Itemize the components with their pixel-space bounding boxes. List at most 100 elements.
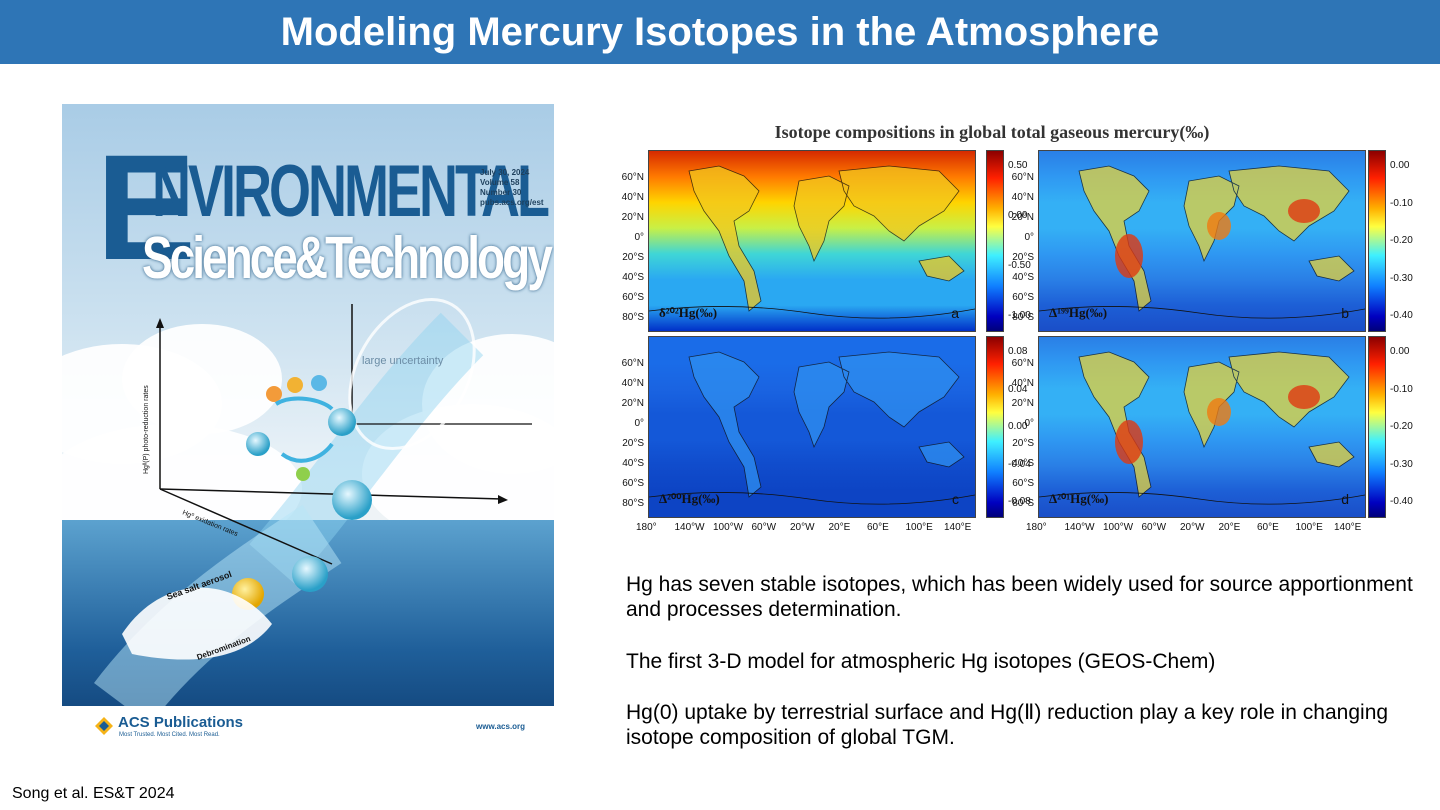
- lat-tick: 20°S: [1012, 252, 1034, 263]
- lat-tick: 40°S: [1012, 458, 1034, 469]
- colorbar-tick: 0.00: [1390, 346, 1410, 357]
- lat-tick: 60°N: [1011, 172, 1034, 183]
- lon-tick: 140°W: [674, 522, 705, 533]
- lat-tick: 60°S: [1012, 478, 1034, 489]
- lat-tick: 40°N: [1011, 192, 1034, 203]
- colorbar-tick: -0.20: [1390, 421, 1413, 432]
- lat-tick: 20°N: [621, 212, 644, 223]
- lat-tick: 20°S: [1012, 438, 1034, 449]
- bullet-3: Hg(0) uptake by terrestrial surface and …: [626, 701, 1389, 749]
- lat-tick: 40°N: [621, 192, 644, 203]
- lon-tick: 20°W: [1180, 522, 1205, 533]
- lon-tick: 180°: [1026, 522, 1047, 533]
- colorbar-tick: 0.00: [1008, 421, 1028, 432]
- lat-tick: 80°S: [622, 498, 644, 509]
- cover-diagram: large uncertainty Hgᴵᴵ(P) photo-reductio…: [94, 297, 532, 706]
- panel-label: δ²⁰²Hg(‰): [659, 305, 718, 320]
- colorbar-tick: -0.40: [1390, 496, 1413, 507]
- x-axis-label: Hg⁰ exidation rates: [181, 508, 239, 538]
- colorbar-tick: 0.00: [1390, 160, 1410, 171]
- panel-label: Δ²⁰¹Hg(‰): [1049, 491, 1109, 506]
- colorbar-d: [1368, 336, 1386, 518]
- lat-tick: 20°N: [621, 398, 644, 409]
- lon-tick: 60°E: [1257, 522, 1279, 533]
- issue-info: July 30, 2024 Volume 58 Number 30 pubs.a…: [480, 168, 544, 208]
- lat-tick: 40°S: [622, 458, 644, 469]
- colorbar-tick: -1.00: [1008, 310, 1031, 321]
- lon-tick: 140°E: [1334, 522, 1362, 533]
- lon-tick: 20°W: [790, 522, 815, 533]
- lat-tick: 60°N: [1011, 358, 1034, 369]
- lat-tick: 80°S: [1012, 312, 1034, 323]
- colorbar-b: [1368, 150, 1386, 332]
- lat-tick: 40°N: [1011, 378, 1034, 389]
- publisher-url: www.acs.org: [476, 722, 526, 731]
- lon-tick: 140°E: [944, 522, 972, 533]
- lat-tick: 80°S: [1012, 498, 1034, 509]
- citation: Song et al. ES&T 2024: [12, 785, 175, 802]
- lon-tick: 100°E: [1295, 522, 1323, 533]
- colorbar-tick: -0.50: [1008, 260, 1031, 271]
- lon-tick: 100°E: [905, 522, 933, 533]
- panel-letter: d: [1341, 491, 1349, 507]
- lon-tick: 60°E: [867, 522, 889, 533]
- colorbar-tick: 0.04: [1008, 383, 1028, 395]
- map-panel-b: Δ¹⁹⁹Hg(‰) b: [1038, 150, 1366, 332]
- bullet-2: The first 3-D model for atmospheric Hg i…: [626, 650, 1216, 673]
- panel-letter: c: [952, 491, 959, 507]
- cover-footer: [62, 706, 554, 748]
- lon-tick: 140°W: [1064, 522, 1095, 533]
- figure-title: Isotope compositions in global total gas…: [774, 122, 1210, 142]
- colorbar-tick: -0.30: [1390, 272, 1413, 284]
- panel-letter: a: [951, 305, 959, 321]
- publisher-name: ACS Publications: [118, 714, 244, 731]
- lat-tick: 0°: [1024, 418, 1034, 429]
- title-bar: Modeling Mercury Isotopes in the Atmosph…: [0, 0, 1440, 64]
- lat-tick: 0°: [634, 418, 644, 429]
- bullet-1: Hg has seven stable isotopes, which has …: [626, 573, 1413, 621]
- isotope-map-figure: Isotope compositions in global total gas…: [612, 116, 1413, 536]
- lon-tick: 60°W: [1141, 522, 1167, 533]
- colorbar-tick: 0.08: [1008, 346, 1028, 357]
- publisher-tagline: Most Trusted. Most Cited. Most Read.: [119, 732, 220, 738]
- panel-label: Δ²⁰⁰Hg(‰): [659, 491, 720, 506]
- lat-tick: 40°S: [1012, 272, 1034, 283]
- colorbar-tick: -0.40: [1390, 310, 1413, 321]
- slide-title: Modeling Mercury Isotopes in the Atmosph…: [280, 9, 1160, 54]
- colorbar-tick: -0.04: [1008, 458, 1031, 470]
- issue-date: July 30, 2024: [480, 168, 530, 177]
- colorbar-tick: 0.00: [1008, 210, 1028, 221]
- lat-tick: 20°N: [1011, 212, 1034, 223]
- issue-url: pubs.acs.org/est: [480, 198, 544, 207]
- panel-label: Δ¹⁹⁹Hg(‰): [1049, 305, 1108, 320]
- lon-tick: 60°W: [751, 522, 777, 533]
- lon-tick: 100°W: [1103, 522, 1134, 533]
- panel-letter: b: [1341, 305, 1349, 321]
- colorbar-a: [986, 150, 1004, 332]
- masthead-environmental: NVIRONMENTAL: [152, 151, 550, 233]
- colorbar-tick: -0.10: [1390, 197, 1413, 209]
- issue-number: Number 30: [480, 188, 522, 197]
- colorbar-tick: -0.30: [1390, 458, 1413, 470]
- colorbar-tick: 0.50: [1008, 160, 1028, 171]
- lat-tick: 80°S: [622, 312, 644, 323]
- y-axis-label: Hgᴵᴵ(P) photo-reduction rates: [143, 385, 150, 474]
- lat-tick: 20°N: [1011, 398, 1034, 409]
- lat-tick: 0°: [634, 232, 644, 243]
- masthead-e: E: [96, 123, 197, 291]
- masthead-science-technology: Science&Technology: [142, 223, 553, 291]
- lon-tick: 100°W: [713, 522, 744, 533]
- lon-tick: 20°E: [1218, 522, 1241, 533]
- lon-tick: 180°: [636, 522, 657, 533]
- issue-volume: Volume 58: [480, 178, 520, 187]
- map-panel-d: Δ²⁰¹Hg(‰) d: [1038, 336, 1366, 518]
- lat-tick: 20°S: [622, 252, 644, 263]
- lat-tick: 60°N: [621, 172, 644, 183]
- colorbar-tick: -0.10: [1390, 383, 1413, 395]
- lat-tick: 40°S: [622, 272, 644, 283]
- map-panel-c: Δ²⁰⁰Hg(‰) c: [648, 336, 976, 518]
- lat-tick: 60°S: [622, 292, 644, 303]
- lon-tick: 20°E: [828, 522, 851, 533]
- colorbar-tick: -0.20: [1390, 235, 1413, 246]
- lat-tick: 60°N: [621, 358, 644, 369]
